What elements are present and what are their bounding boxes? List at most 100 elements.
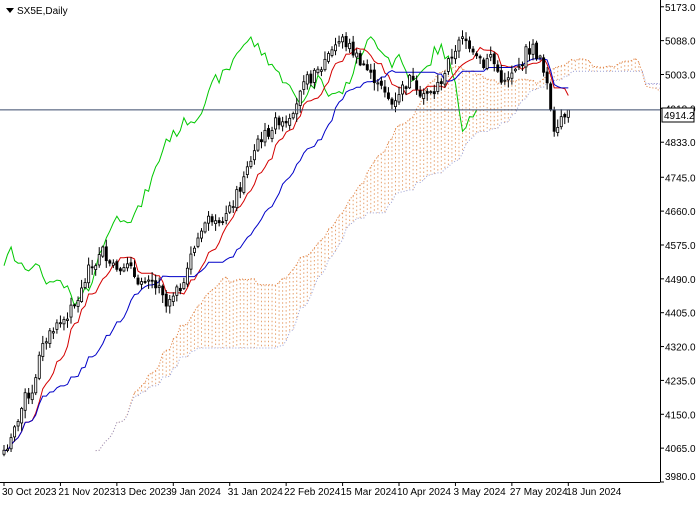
candle-bull: [55, 322, 59, 330]
candle-bull: [538, 55, 542, 59]
candle-bear: [475, 53, 479, 57]
candle-bear: [415, 80, 419, 90]
x-tick-label: 22 Feb 2024: [284, 487, 341, 498]
candle-bear: [154, 280, 158, 289]
candle-bull: [295, 103, 299, 115]
candle-bear: [542, 57, 546, 73]
candle-bull: [298, 90, 302, 106]
y-tick-label: 4490.0: [665, 275, 696, 286]
y-tick-label: 4575.0: [665, 241, 696, 252]
x-tick-label: 27 May 2024: [510, 487, 568, 498]
kijun-sen-line: [3, 58, 569, 452]
candle-bear: [528, 48, 531, 55]
candle-bull: [341, 36, 345, 43]
candle-bear: [552, 109, 556, 132]
candle-bear: [383, 86, 387, 93]
candle-bear: [439, 81, 443, 84]
candle-bear: [362, 63, 366, 66]
symbol-menu-triangle-icon[interactable]: [6, 8, 14, 13]
current-price-tag: 4914.2: [661, 107, 695, 123]
y-tick-label: 4745.0: [665, 173, 696, 184]
candle-bull: [62, 319, 66, 325]
y-tick-label: 4660.0: [665, 207, 696, 218]
candle-bull: [517, 65, 521, 68]
candle-bull: [157, 285, 161, 289]
y-tick-label: 5173.0: [665, 3, 696, 14]
candle-bull: [489, 54, 493, 58]
candle-bull: [200, 230, 203, 239]
candle-bear: [118, 268, 122, 272]
candle-bear: [136, 277, 140, 285]
candle-bull: [97, 254, 101, 266]
candle-bull: [9, 437, 13, 450]
x-tick-label: 10 Apr 2024: [397, 487, 451, 498]
candle-bull: [87, 264, 91, 284]
x-tick-label: 18 Jun 2024: [566, 487, 621, 498]
candle-bull: [111, 262, 115, 266]
candle-bull: [2, 449, 6, 455]
candle-bull: [327, 53, 330, 62]
candle-bull: [394, 100, 397, 107]
candle-bear: [143, 281, 147, 283]
candle-bull: [228, 205, 232, 213]
candle-bear: [549, 83, 553, 110]
candle-bull: [185, 267, 189, 285]
candle-bear: [309, 73, 313, 84]
candle-bear: [104, 246, 108, 262]
candle-bear: [386, 92, 390, 99]
candle-bear: [535, 42, 539, 60]
candle-bull: [252, 150, 256, 161]
candle-bull: [182, 282, 186, 289]
candle-bear: [90, 266, 94, 269]
candle-bear: [563, 114, 567, 118]
candle-bull: [23, 392, 27, 411]
candle-bull: [175, 286, 179, 296]
senkou-span-b-line: [95, 70, 660, 452]
candle-bull: [125, 263, 129, 269]
candle-bull: [69, 304, 73, 318]
candle-bull: [319, 69, 323, 72]
candle-bear: [108, 260, 112, 264]
candle-bear: [161, 285, 165, 296]
y-tick-label: 4320.0: [665, 343, 696, 354]
candle-bull: [196, 237, 200, 247]
y-tick-label: 4065.0: [665, 444, 696, 455]
candle-bear: [27, 392, 31, 399]
chart-title-group: SX5E,Daily: [6, 6, 68, 17]
candle-bear: [369, 69, 373, 73]
candle-bull: [51, 331, 55, 334]
candle-bear: [260, 139, 263, 143]
candle-bull: [401, 84, 404, 95]
candle-bull: [101, 246, 105, 257]
candle-bull: [80, 287, 84, 302]
candle-bull: [316, 68, 320, 74]
candle-bull: [13, 426, 17, 438]
candle-bear: [468, 40, 472, 49]
candle-bull: [429, 91, 433, 94]
candle-bull: [16, 421, 20, 427]
candle-bear: [221, 221, 225, 224]
candle-bull: [348, 43, 352, 50]
candle-bear: [372, 69, 376, 84]
candle-bull: [34, 377, 38, 394]
candle-bull: [214, 220, 218, 225]
candle-bear: [277, 117, 281, 126]
candle-bull: [231, 206, 235, 209]
x-tick-label: 13 Dec 2023: [115, 487, 172, 498]
candle-bear: [351, 41, 355, 56]
candle-bull: [83, 282, 87, 288]
candle-bull: [323, 58, 327, 71]
x-tick-label: 31 Jan 2024: [228, 487, 283, 498]
candle-bear: [365, 64, 369, 71]
candle-bull: [20, 408, 24, 424]
candle-bull: [556, 127, 560, 134]
candle-bull: [203, 222, 207, 233]
candle-bear: [545, 71, 549, 84]
candle-bull: [256, 138, 260, 151]
candle-bull: [510, 72, 514, 79]
candle-bull: [189, 253, 193, 270]
candle-bull: [44, 341, 48, 344]
y-tick-label: 4235.0: [665, 376, 696, 387]
